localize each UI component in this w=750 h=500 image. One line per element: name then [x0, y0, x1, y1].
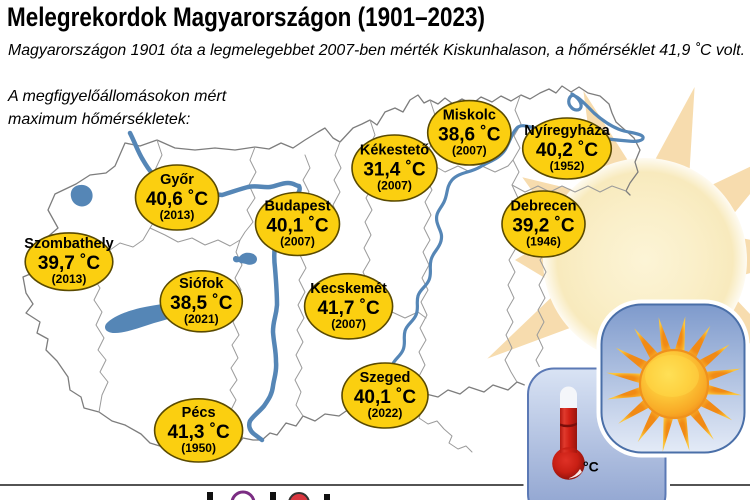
svg-text:31,4 ˚C: 31,4 ˚C	[363, 160, 426, 181]
svg-text:(1946): (1946)	[526, 235, 561, 249]
svg-text:40,6 ˚C: 40,6 ˚C	[146, 189, 209, 210]
svg-text:Kékestető: Kékestető	[360, 143, 429, 159]
svg-text:Debrecen: Debrecen	[510, 199, 576, 215]
svg-text:40,2 ˚C: 40,2 ˚C	[536, 140, 599, 161]
svg-text:(2007): (2007)	[280, 235, 315, 249]
svg-text:Kecskemét: Kecskemét	[310, 281, 387, 297]
svg-text:38,6 ˚C: 38,6 ˚C	[438, 124, 501, 145]
svg-text:(2021): (2021)	[184, 312, 219, 326]
svg-text:A megfigyelőállomásokon mért: A megfigyelőállomásokon mért	[7, 88, 227, 105]
svg-text:(2007): (2007)	[377, 179, 412, 193]
svg-text:(2007): (2007)	[331, 317, 366, 331]
svg-text:Melegrekordok Magyarországon (: Melegrekordok Magyarországon (1901–2023)	[7, 2, 485, 32]
svg-text:Nyíregyháza: Nyíregyháza	[524, 123, 610, 139]
svg-text:39,2 ˚C: 39,2 ˚C	[512, 216, 575, 237]
svg-text:Budapest: Budapest	[264, 199, 330, 215]
svg-text:(1950): (1950)	[181, 441, 216, 455]
svg-text:Győr: Győr	[160, 172, 194, 188]
svg-text:(2013): (2013)	[52, 272, 87, 286]
svg-text:maximum hőmérsékletek:: maximum hőmérsékletek:	[8, 111, 190, 128]
svg-text:Magyarországon 1901 óta a legm: Magyarországon 1901 óta a legmelegebbet …	[8, 42, 745, 59]
svg-text:38,5 ˚C: 38,5 ˚C	[170, 293, 233, 314]
svg-text:Pécs: Pécs	[182, 405, 216, 421]
svg-text:Miskolc: Miskolc	[443, 107, 496, 123]
svg-text:Szombathely: Szombathely	[24, 236, 113, 252]
svg-text:40,1 ˚C: 40,1 ˚C	[354, 387, 417, 408]
svg-text:(1952): (1952)	[550, 159, 585, 173]
svg-text:41,3 ˚C: 41,3 ˚C	[167, 422, 230, 443]
svg-text:(2007): (2007)	[452, 143, 487, 157]
svg-text:Szeged: Szeged	[360, 370, 411, 386]
svg-text:40,1 ˚C: 40,1 ˚C	[266, 216, 329, 237]
svg-text:Siófok: Siófok	[179, 276, 224, 292]
svg-text:41,7 ˚C: 41,7 ˚C	[317, 298, 380, 319]
svg-text:39,7 ˚C: 39,7 ˚C	[38, 253, 101, 274]
svg-text:°C: °C	[583, 459, 599, 475]
svg-text:(2022): (2022)	[368, 406, 403, 420]
svg-text:(2013): (2013)	[160, 208, 195, 222]
